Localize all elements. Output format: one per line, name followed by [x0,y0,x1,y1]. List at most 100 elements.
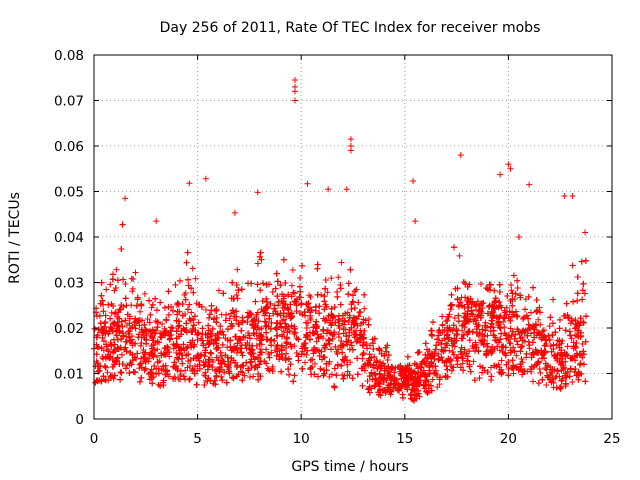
data-point [180,325,187,332]
data-point [535,329,542,336]
data-point [519,343,526,350]
data-point [434,336,441,343]
data-point [182,296,189,303]
data-point [473,321,480,328]
data-point [494,314,501,321]
data-point [450,322,457,329]
data-point [473,344,480,351]
data-point [451,343,458,350]
data-point [436,376,443,383]
data-point [323,303,330,310]
data-point [260,308,267,315]
data-point [131,319,138,326]
data-point [530,284,537,291]
data-point [262,323,269,330]
data-point [94,360,101,367]
data-point [509,328,516,335]
data-point [573,340,580,347]
data-point [161,304,168,311]
data-point [258,256,265,263]
data-point [557,349,564,356]
data-point [503,311,510,318]
data-point [100,338,107,345]
data-point [397,370,404,377]
data-point [527,366,534,373]
data-point [132,340,139,347]
data-point [457,348,464,355]
data-point [280,327,287,334]
data-point [159,320,166,327]
data-point [581,290,588,297]
data-point [328,346,335,353]
data-point [388,365,395,372]
data-point [340,375,347,382]
data-point [455,318,462,325]
data-point [534,360,541,367]
data-point [185,276,192,283]
data-point [190,316,197,323]
data-point [397,362,404,369]
data-point [183,352,190,359]
data-point [289,266,296,273]
data-point [102,364,109,371]
data-point [541,342,548,349]
data-point [536,365,543,372]
data-point [355,299,362,306]
data-point [291,330,298,337]
data-point [185,357,192,364]
data-point [562,327,569,334]
data-point [510,344,517,351]
data-point [348,324,355,331]
data-point [263,295,270,302]
data-point [337,301,344,308]
data-point [105,301,112,308]
data-point [231,343,238,350]
data-point [122,317,129,324]
data-point [137,308,144,315]
data-point [175,323,182,330]
data-point [391,375,398,382]
data-point [496,299,503,306]
data-point [447,302,454,309]
data-point [404,362,411,369]
data-point [556,316,563,323]
data-point [502,332,509,339]
data-point [530,351,537,358]
data-point [576,361,583,368]
data-point [213,319,220,326]
data-point [352,320,359,327]
data-point [508,333,515,340]
data-point [332,319,339,326]
data-point [424,355,431,362]
data-point [257,349,264,356]
data-point [570,345,577,352]
data-point [116,327,123,334]
data-point [232,333,239,340]
data-point [488,349,495,356]
data-point [118,351,125,358]
data-point [509,357,516,364]
data-point [448,301,455,308]
data-point [194,331,201,338]
data-point [582,338,589,345]
data-point [533,308,540,315]
data-point [497,302,504,309]
data-point [390,384,397,391]
data-point [157,299,164,306]
data-point [528,309,535,316]
data-point [250,353,257,360]
data-point [513,352,520,359]
data-point [445,336,452,343]
data-point [154,359,161,366]
data-point [316,352,323,359]
data-point [291,325,298,332]
data-point [496,288,503,295]
data-point [186,363,193,370]
data-point [444,317,451,324]
data-point [462,314,469,321]
data-point [250,373,257,380]
data-point [454,354,461,361]
data-point [198,351,205,358]
data-point [547,343,554,350]
data-point [385,352,392,359]
